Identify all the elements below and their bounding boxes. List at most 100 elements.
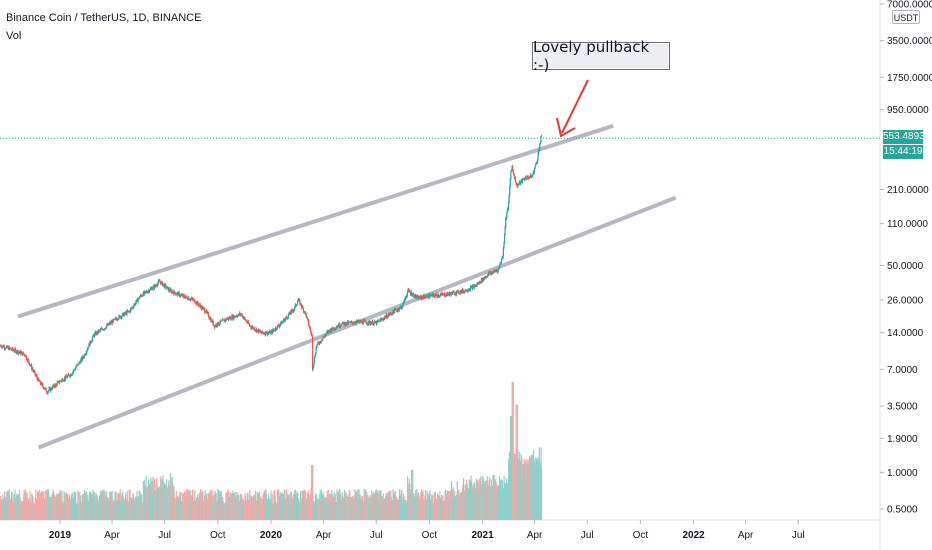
candle-body [365,320,367,323]
candle-body [175,294,177,295]
candle-body [250,325,252,328]
candle-body [490,273,492,274]
candle-body [142,292,144,297]
candle-body [341,323,343,326]
candle-body [65,375,67,377]
candle-body [501,256,503,260]
candle-body [368,320,370,324]
candle-body [441,293,443,295]
candle-body [404,298,406,300]
candle-body [336,327,338,328]
candle-body [448,293,450,295]
candle-body [498,266,500,268]
candle-body [365,322,367,324]
candle-body [244,317,246,319]
candle-body [176,292,178,295]
candle-body [139,296,141,299]
candle-body [98,330,100,333]
candle-body [390,312,392,314]
candle-body [5,348,7,350]
candle-body [331,330,333,332]
y-tick-label: 50.0000 [887,261,924,272]
candle-body [370,323,373,325]
candle-body [298,299,300,301]
candle-body [149,290,151,292]
candle-body [56,382,58,386]
candle-body [392,310,394,315]
candle-body [462,289,464,293]
candle-body [528,177,531,179]
candle-body [129,308,132,312]
candle-body [32,370,35,372]
candle-body [100,329,102,331]
candle-body [243,318,245,319]
candle-body [214,325,216,328]
candle-body [126,310,128,315]
candle-body [317,342,319,345]
candle-body [531,176,533,177]
candle-body [427,297,429,299]
candle-body [268,332,270,334]
candle-body [207,313,210,318]
candle-body [179,295,181,297]
candle-body [302,306,304,309]
candle-body [402,303,404,308]
volume-bar [512,382,514,520]
candle-body [105,326,107,329]
candle-body [383,318,385,320]
candle-body [121,315,123,318]
candle-body [320,341,322,342]
candle-body [25,356,28,360]
candle-body [535,163,537,167]
candle-body [387,315,389,318]
candle-body [132,307,135,308]
candle-body [506,208,509,213]
candle-body [11,347,14,350]
candle-body [353,323,355,325]
x-tick-label: Jul [792,530,805,541]
candle-body [539,141,541,145]
y-tick-label: 7.0000 [887,365,918,376]
candle-body [335,327,337,329]
candle-body [218,324,220,326]
candle-body [307,318,309,321]
candle-body [84,354,87,356]
currency-label: USDT [893,13,919,23]
candle-body [486,276,488,278]
x-tick-label: Oct [633,530,649,541]
candle-body [379,319,381,322]
candle-body [302,308,304,312]
candle-body [139,295,141,297]
candle-body [414,294,417,298]
currency-selector[interactable]: USDT [892,10,920,24]
volume-bar [312,464,314,520]
candle-body [517,184,520,185]
candle-body [315,348,317,354]
candle-body [479,281,481,283]
candle-body [439,296,441,297]
arrow-head [556,117,576,138]
candle-body [480,282,482,284]
candle-body [112,319,114,324]
candle-body [351,321,353,323]
candle-body [532,174,534,177]
annotation-callout[interactable]: Lovely pullback :-) [532,38,670,74]
candle-body [421,296,424,298]
candle-body [137,299,139,302]
candle-body [443,293,446,296]
candle-body [274,330,276,331]
candle-body [517,184,519,187]
candle-body [237,314,239,317]
candle-body [69,376,71,377]
candle-body [333,327,336,329]
candle-body [505,218,507,228]
candle-body [18,352,21,354]
candle-body [89,341,91,346]
candle-body [297,299,299,302]
last-price-value: 553.4893 [883,131,925,142]
candle-body [251,327,253,329]
candle-body [429,295,432,297]
x-tick-label: Jul [370,530,383,541]
